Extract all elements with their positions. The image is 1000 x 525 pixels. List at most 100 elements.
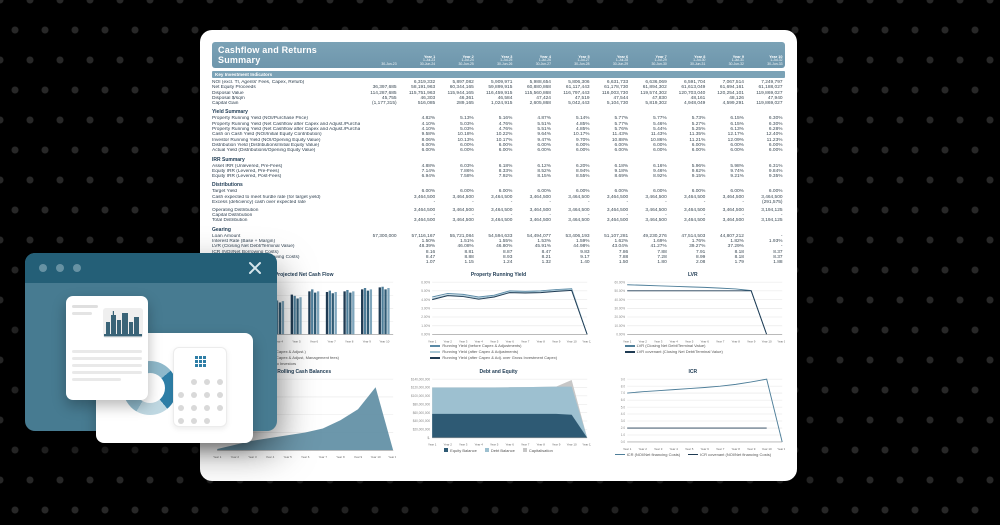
chart-plot: 60.00% 50.00% 40.00% 30.00% 20.00% 10.00% 0.00… xyxy=(601,279,785,344)
row-label: ICR (NOI/Net Borrowing Costs) xyxy=(212,250,360,255)
cell-value: 12.17% xyxy=(727,132,744,138)
keypad-dot xyxy=(216,405,223,411)
legend-marker xyxy=(444,448,449,453)
cell-value: 46,361 xyxy=(459,95,474,101)
svg-text:Year 1: Year 1 xyxy=(428,443,437,447)
doc-text-line xyxy=(72,378,121,381)
svg-text:Year 1: Year 1 xyxy=(623,447,632,451)
cell-value: 5.27% xyxy=(691,121,706,127)
row-label: Disposal Value xyxy=(212,90,244,96)
legend-item: Equity Balance xyxy=(444,448,477,453)
svg-text:8.0: 8.0 xyxy=(620,385,625,389)
svg-text:0.0: 0.0 xyxy=(620,441,625,445)
svg-text:Year 7: Year 7 xyxy=(521,443,530,447)
svg-text:Year 10: Year 10 xyxy=(379,339,389,343)
cell-value: 120,703,040 xyxy=(678,90,706,96)
window-dot xyxy=(73,264,81,272)
cell-value: 12.09% xyxy=(727,137,744,143)
cell-value: 5,988,654 xyxy=(529,80,551,85)
cell-value: 3,464,500 xyxy=(452,218,474,224)
svg-text:Year 8: Year 8 xyxy=(537,339,546,343)
cell-value: 11.21% xyxy=(689,137,706,143)
chart-legend: Running Yield (before Capex & Adjustment… xyxy=(406,343,590,360)
chart-title: ICR xyxy=(688,369,698,376)
chart-title: LVR xyxy=(688,271,698,278)
legend-marker xyxy=(688,453,699,456)
cell-value: 1.69% xyxy=(653,239,667,245)
cell-value: 9.83 xyxy=(580,249,590,255)
cell-value: 3,464,500 xyxy=(722,218,744,224)
svg-text:Year 8: Year 8 xyxy=(537,443,546,447)
cell-value: 6.00% xyxy=(768,142,783,148)
cell-value: 3,464,500 xyxy=(606,194,629,200)
cell-value: 4.88% xyxy=(421,163,436,169)
cell-value: 55,721,084 xyxy=(449,233,474,239)
cell-value: 3,464,500 xyxy=(452,194,474,200)
row-label: Disposal $/sqm xyxy=(212,95,245,101)
table-row: Property Running Yield (Net Cashflow aft… xyxy=(212,122,785,127)
cell-value: 61,694,161 xyxy=(719,85,744,91)
svg-text:$-: $- xyxy=(428,436,431,440)
row-label: Total Distribution xyxy=(212,218,248,224)
svg-text:Year 9: Year 9 xyxy=(354,456,363,460)
doc-text-line xyxy=(72,364,142,367)
cell-value: 8.37 xyxy=(773,254,783,260)
cell-value xyxy=(360,174,399,179)
legend-label: Running Yield (after Capex & Adj. over G… xyxy=(442,355,558,361)
summary-table: Key Investment Indicators NOI (excl. TI, … xyxy=(212,71,785,266)
cell-value: 9.17 xyxy=(580,254,590,260)
section-header: Gearing xyxy=(212,226,231,233)
cell-value: 9.18% xyxy=(614,168,629,174)
svg-text:Year 6: Year 6 xyxy=(506,443,515,447)
cell-value: - xyxy=(665,200,667,206)
svg-text:Year 6: Year 6 xyxy=(506,339,515,343)
cell-value: 9.47% xyxy=(537,137,551,143)
close-icon[interactable] xyxy=(247,260,263,276)
cell-value: 3,464,500 xyxy=(568,194,590,200)
cell-value: 6.00% xyxy=(730,189,744,195)
svg-text:Year 10: Year 10 xyxy=(761,339,771,343)
cell-value: 1.76% xyxy=(691,239,706,245)
cell-value: 5,819,302 xyxy=(645,101,667,107)
cell-value: 36,397,685 xyxy=(372,85,397,91)
column-header: Year 10 1-Jul-32 30-Jun-33 xyxy=(767,54,783,67)
svg-text:4.0: 4.0 xyxy=(620,413,625,417)
cell-value: 46.80% xyxy=(496,244,513,250)
cell-value: 6.00% xyxy=(537,189,551,195)
keypad-dot xyxy=(203,405,210,411)
cell-value: 6.00% xyxy=(691,142,706,148)
section-header: Yield Summary xyxy=(212,109,248,116)
cell-value: 6.18% xyxy=(614,163,629,169)
keypad-dot xyxy=(203,379,210,385)
cell-value: 116,003,730 xyxy=(601,90,629,96)
city-skyline-icon xyxy=(103,308,143,338)
legend-label: Capitalisation xyxy=(528,447,553,453)
svg-text:Year 2: Year 2 xyxy=(231,456,240,460)
svg-text:Year 7: Year 7 xyxy=(327,339,336,343)
chart-title: Projected Net Cash Flow xyxy=(274,271,334,278)
cell-value: 8.33% xyxy=(498,168,513,174)
cell-value: 7.58% xyxy=(460,174,474,180)
cell-value: 4.85% xyxy=(575,127,590,133)
cell-value: 7.88 xyxy=(657,249,667,255)
cell-value: 61,894,302 xyxy=(642,85,667,91)
cell-value: 8.37 xyxy=(773,249,783,255)
table-row: Net Equity Proceeds 36,397,685 58,191,963 6… xyxy=(212,85,785,90)
table-row: Target Yield 6.00% 6.00% 6.00% 6.00% 6.00% 6.0… xyxy=(212,189,785,194)
table-row: Capital Gain (1,177,315) 516,085 289,165 1,0… xyxy=(212,101,785,106)
cell-value: 3,464,500 xyxy=(529,218,551,224)
cell-value: 5,042,443 xyxy=(568,101,590,107)
legend-item: LVR (Closing Net Debt/Terminal Value) xyxy=(624,343,785,348)
table-row: Interest Rate (Base + Margin) 1.50% 1.51% 1… xyxy=(212,239,785,244)
svg-text:5.0: 5.0 xyxy=(620,406,625,410)
cell-value: 10.88% xyxy=(611,137,629,143)
cell-value: 1.24 xyxy=(503,260,513,266)
cell-value: 1.40 xyxy=(580,260,590,266)
cell-value: 3,194,125 xyxy=(761,218,783,224)
cell-value: 4.82% xyxy=(421,116,436,122)
chart-lvr: LVR 60.00% 50.00% 40.00% 30.00% 20.00% 10.00%… xyxy=(601,272,785,367)
cell-value: 3,464,500 xyxy=(645,207,667,213)
table-row: Total Distribution 3,464,500 3,464,500 3,46… xyxy=(212,218,785,223)
cell-value: 120,254,101 xyxy=(717,90,744,96)
cell-value: 6.16% xyxy=(653,163,667,169)
